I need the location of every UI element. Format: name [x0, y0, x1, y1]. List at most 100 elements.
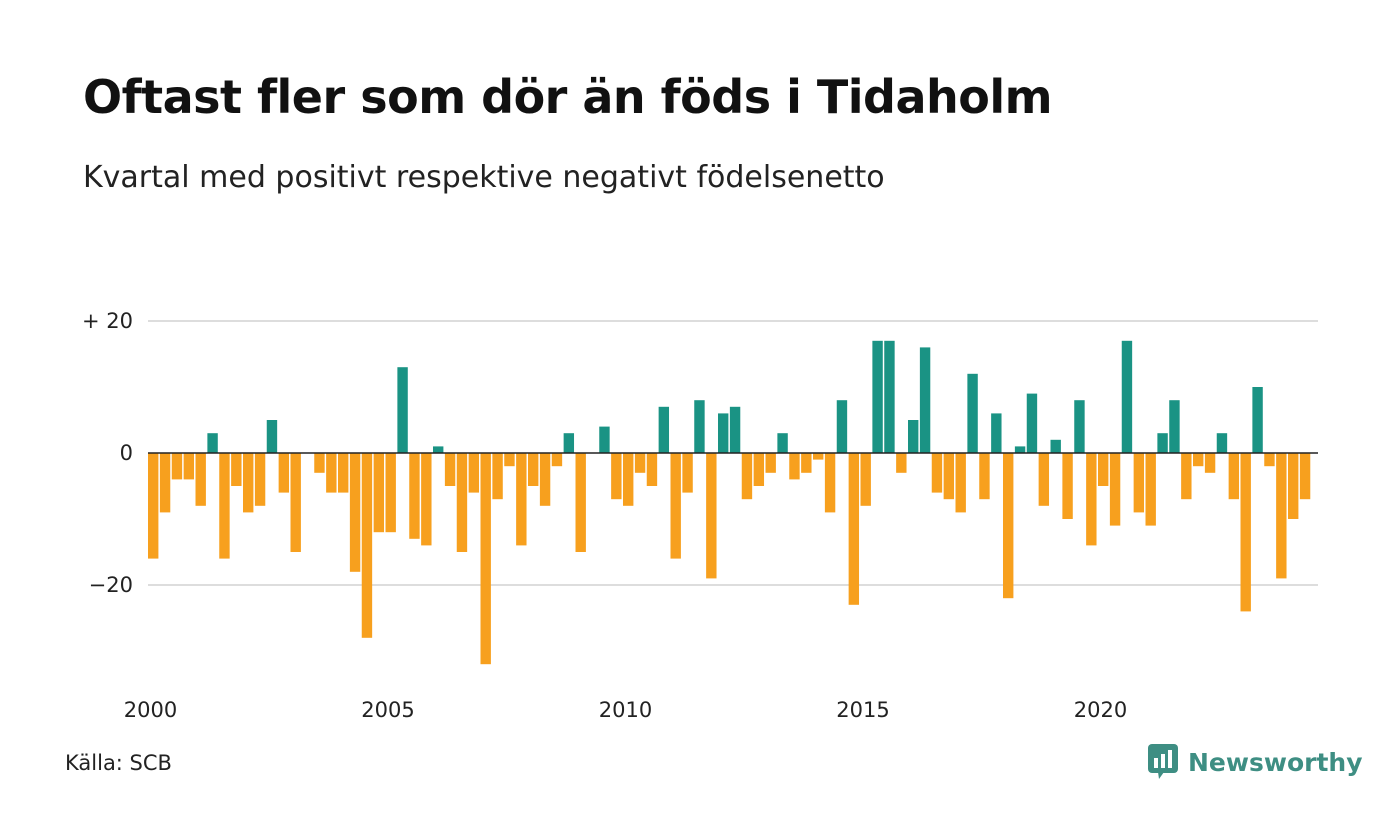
- chart-subtitle: Kvartal med positivt respektive negativt…: [83, 160, 885, 195]
- bar-positive: [397, 367, 408, 453]
- bar-negative: [1133, 453, 1145, 513]
- bar-negative: [943, 453, 955, 500]
- bar-positive: [1169, 400, 1180, 453]
- bar-negative: [1299, 453, 1311, 500]
- bar-negative: [195, 453, 206, 506]
- bar-negative: [575, 453, 586, 552]
- bar-negative: [682, 453, 693, 493]
- x-tick-label: 2010: [599, 698, 652, 722]
- bar-negative: [290, 453, 301, 552]
- bar-negative: [824, 453, 836, 513]
- bar-negative: [468, 453, 480, 493]
- bar-negative: [979, 453, 990, 500]
- bar-negative: [338, 453, 349, 493]
- bar-positive: [1252, 387, 1263, 453]
- bar-positive: [729, 406, 741, 453]
- bar-positive: [694, 400, 705, 453]
- bar-negative: [373, 453, 385, 533]
- bar-negative: [1264, 453, 1275, 467]
- brand-logo[interactable]: Newsworthy: [1148, 744, 1363, 780]
- bar-positive: [872, 340, 883, 453]
- bar-negative: [1062, 453, 1073, 519]
- bar-negative: [492, 453, 503, 500]
- bar-negative: [1276, 453, 1287, 579]
- x-tick-label: 2005: [361, 698, 414, 722]
- bar-negative: [444, 453, 456, 486]
- bar-negative: [326, 453, 337, 493]
- bar-positive: [433, 446, 444, 453]
- bar-negative: [539, 453, 551, 506]
- y-tick-label: + 20: [82, 309, 133, 333]
- bar-negative: [896, 453, 907, 473]
- brand-name: Newsworthy: [1188, 747, 1363, 777]
- x-tick-label: 2020: [1074, 698, 1127, 722]
- bar-negative: [171, 453, 183, 480]
- bar-negative: [504, 453, 515, 467]
- bar-negative: [480, 453, 491, 665]
- bar-positive: [207, 433, 218, 453]
- bar-positive: [836, 400, 848, 453]
- bar-positive: [777, 433, 788, 453]
- bar-positive: [599, 426, 610, 453]
- bar-negative: [1109, 453, 1121, 526]
- bar-negative: [1181, 453, 1192, 500]
- bar-negative: [646, 453, 658, 486]
- bar-negative: [801, 453, 812, 473]
- bar-negative: [765, 453, 776, 473]
- bar-negative: [1098, 453, 1109, 486]
- bar-negative: [148, 453, 159, 559]
- bar-negative: [1288, 453, 1299, 519]
- bar-negative: [528, 453, 539, 486]
- x-tick-label: 2015: [836, 698, 889, 722]
- axes: + 20 0 −20 2000 2005 2010 2015 2020: [82, 309, 1318, 722]
- bar-negative: [955, 453, 966, 513]
- x-tick-label: 2000: [124, 698, 177, 722]
- bar-positive: [1121, 340, 1133, 453]
- bar-positive: [1050, 439, 1061, 453]
- bar-negative: [1145, 453, 1156, 526]
- gridlines: [148, 320, 1318, 586]
- bar-positive: [658, 406, 670, 453]
- bar-negative: [860, 453, 871, 506]
- bar-positive: [1216, 433, 1228, 453]
- bar-negative: [243, 453, 254, 513]
- bar-positive: [266, 420, 278, 453]
- bar-positive: [919, 347, 931, 453]
- bar-negative: [1193, 453, 1204, 467]
- bar-negative: [1204, 453, 1216, 473]
- y-tick-label: 0: [120, 441, 133, 465]
- bar-negative: [254, 453, 266, 506]
- bar-positive: [1157, 433, 1168, 453]
- bar-negative: [385, 453, 396, 533]
- bar-negative: [813, 453, 824, 460]
- bar-positive: [1026, 393, 1038, 453]
- bar-negative: [753, 453, 765, 486]
- bar-positive: [908, 420, 919, 453]
- bar-negative: [219, 453, 230, 559]
- bar-positive: [991, 413, 1002, 453]
- newsworthy-logo-icon: [1148, 744, 1178, 779]
- bar-negative: [314, 453, 325, 473]
- bar-negative: [848, 453, 860, 605]
- bar-negative: [159, 453, 171, 513]
- bar-negative: [551, 453, 563, 467]
- bar-positive: [884, 340, 895, 453]
- bar-negative: [634, 453, 646, 473]
- bar-negative: [456, 453, 468, 552]
- bar-positive: [1014, 446, 1026, 453]
- bar-negative: [516, 453, 527, 546]
- bar-negative: [421, 453, 432, 546]
- bar-negative: [706, 453, 717, 579]
- bar-positive: [967, 373, 978, 453]
- bar-negative: [670, 453, 681, 559]
- bar-negative: [1228, 453, 1240, 500]
- bar-positive: [1074, 400, 1085, 453]
- bar-negative: [1240, 453, 1251, 612]
- bar-negative: [349, 453, 361, 572]
- bar-negative: [231, 453, 242, 486]
- bar-negative: [741, 453, 753, 500]
- bar-negative: [789, 453, 800, 480]
- bar-negative: [611, 453, 622, 500]
- bar-positive: [718, 413, 729, 453]
